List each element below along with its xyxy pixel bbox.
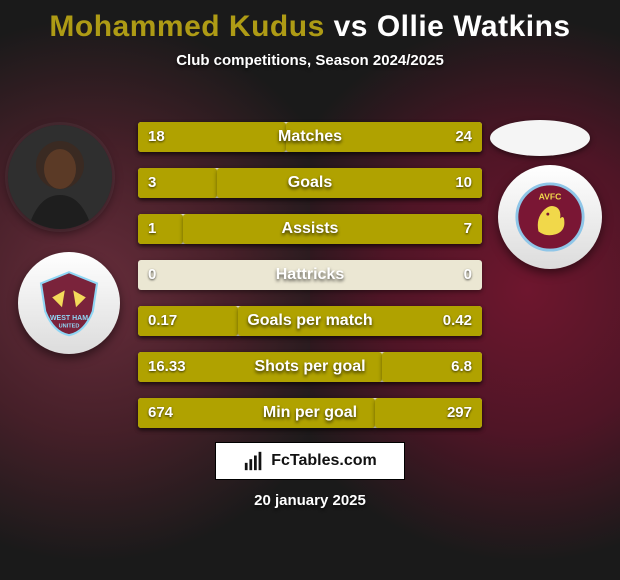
subtitle: Club competitions, Season 2024/2025 (0, 52, 620, 69)
west-ham-crest-icon: WEST HAM UNITED (34, 268, 104, 338)
stat-row: 16.336.8Shots per goal (138, 352, 482, 382)
svg-text:AVFC: AVFC (539, 192, 562, 202)
bars-icon (243, 450, 265, 472)
person-silhouette-icon (8, 125, 112, 229)
stat-row: 0.170.42Goals per match (138, 306, 482, 336)
stat-metric-label: Assists (138, 214, 482, 244)
footer-date: 20 january 2025 (0, 492, 620, 509)
club-badge-left: WEST HAM UNITED (18, 252, 120, 354)
stat-row: 310Goals (138, 168, 482, 198)
stat-metric-label: Hattricks (138, 260, 482, 290)
stat-row: 00Hattricks (138, 260, 482, 290)
brand-text: FcTables.com (271, 452, 377, 470)
stat-metric-label: Shots per goal (138, 352, 482, 382)
player-right-oval (490, 120, 590, 156)
stat-metric-label: Min per goal (138, 398, 482, 428)
stat-row: 17Assists (138, 214, 482, 244)
stat-row: 674297Min per goal (138, 398, 482, 428)
stat-row: 1824Matches (138, 122, 482, 152)
stat-metric-label: Goals per match (138, 306, 482, 336)
brand-box: FcTables.com (215, 442, 405, 480)
svg-text:UNITED: UNITED (59, 324, 80, 330)
stat-metric-label: Goals (138, 168, 482, 198)
vs-separator: vs (334, 10, 368, 43)
content-root: Mohammed Kudus vs Ollie Watkins Club com… (0, 0, 620, 580)
avfc-crest-icon: AVFC (514, 181, 586, 253)
club-badge-right: AVFC (498, 165, 602, 269)
stat-metric-label: Matches (138, 122, 482, 152)
player-left-name: Mohammed Kudus (49, 10, 324, 43)
player-right-name: Ollie Watkins (377, 10, 571, 43)
stats-container: 1824Matches 310Goals 17Assists 00Hattricks 0… (138, 122, 482, 444)
svg-text:WEST HAM: WEST HAM (50, 315, 88, 322)
player-left-photo (8, 125, 112, 229)
page-title: Mohammed Kudus vs Ollie Watkins (0, 0, 620, 44)
